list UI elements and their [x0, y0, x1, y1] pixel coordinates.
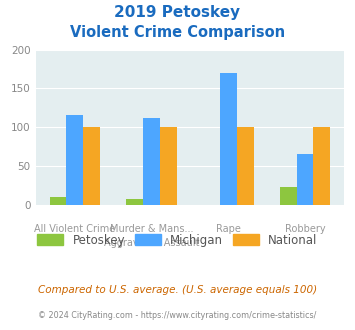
Bar	[83, 127, 100, 205]
Text: 2019 Petoskey: 2019 Petoskey	[114, 5, 241, 20]
Bar	[143, 118, 160, 205]
Text: Robbery: Robbery	[285, 224, 325, 234]
Bar	[280, 187, 296, 205]
Text: Murder & Mans...: Murder & Mans...	[110, 224, 193, 234]
Text: © 2024 CityRating.com - https://www.cityrating.com/crime-statistics/: © 2024 CityRating.com - https://www.city…	[38, 311, 317, 320]
Bar	[220, 73, 237, 205]
Text: All Violent Crime: All Violent Crime	[34, 224, 115, 234]
Legend: Petoskey, Michigan, National: Petoskey, Michigan, National	[37, 234, 318, 247]
Bar	[296, 154, 313, 205]
Bar	[66, 115, 83, 205]
Text: Rape: Rape	[216, 224, 241, 234]
Bar	[126, 199, 143, 205]
Text: Violent Crime Comparison: Violent Crime Comparison	[70, 25, 285, 40]
Bar	[160, 127, 177, 205]
Bar	[50, 197, 66, 205]
Text: Compared to U.S. average. (U.S. average equals 100): Compared to U.S. average. (U.S. average …	[38, 285, 317, 295]
Bar	[313, 127, 330, 205]
Text: Aggravated Assault: Aggravated Assault	[104, 238, 199, 248]
Bar	[237, 127, 253, 205]
